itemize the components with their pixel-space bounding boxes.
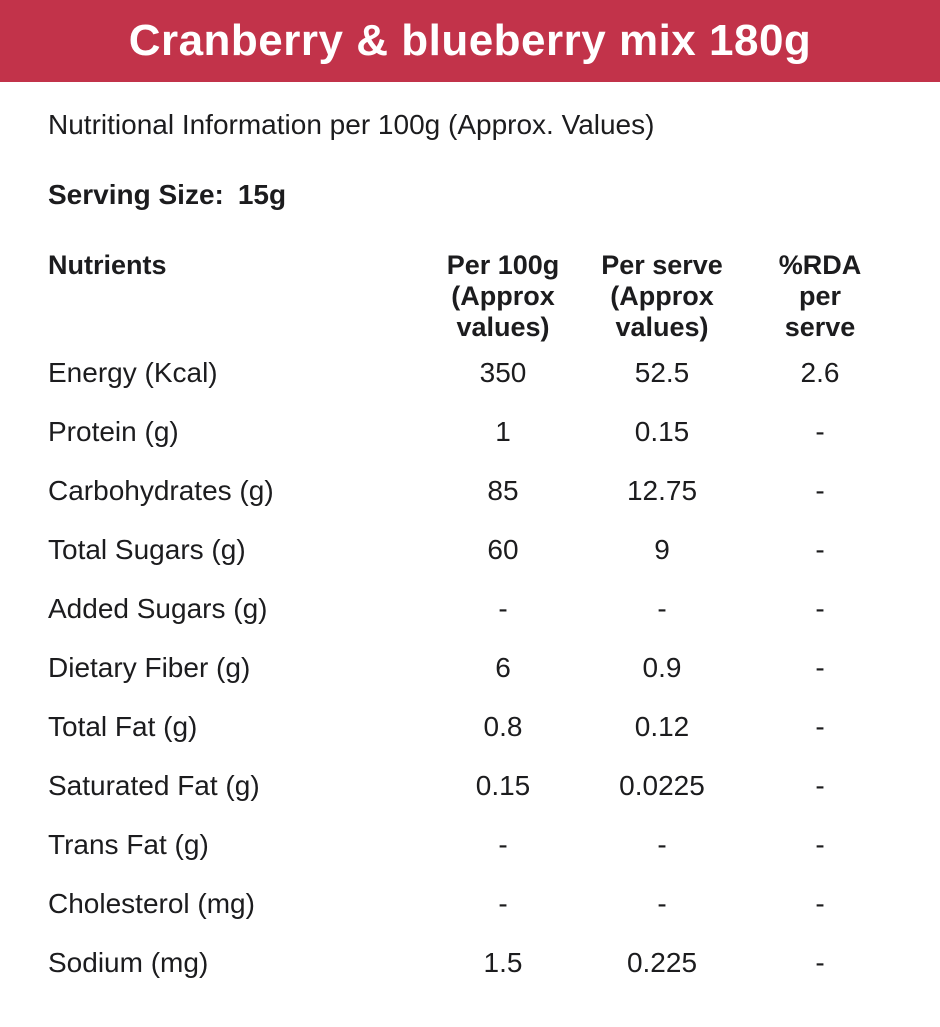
value-per-serve: 0.12 <box>634 710 690 742</box>
table-row: Sodium (mg) 1.5 0.225 - <box>48 933 904 992</box>
value-per-serve: 52.5 <box>634 356 690 388</box>
nutrient-name: Cholesterol (mg) <box>48 887 255 919</box>
nutrient-name: Dietary Fiber (g) <box>48 651 251 683</box>
value-rda-per-serve: - <box>815 592 825 624</box>
table-row: Added Sugars (g) - - - <box>48 579 904 638</box>
table-row: Carbohydrates (g) 85 12.75 - <box>48 461 904 520</box>
value-rda-per-serve: - <box>815 769 825 801</box>
product-title-banner: Cranberry & blueberry mix 180g <box>0 0 940 82</box>
value-per-100g: - <box>498 592 508 624</box>
serving-size-value: 15g <box>237 179 287 210</box>
value-per-serve: - <box>657 592 667 624</box>
value-per-100g: 0.15 <box>475 769 531 801</box>
table-row: Total Sugars (g) 60 9 - <box>48 520 904 579</box>
value-per-serve: 12.75 <box>626 474 698 506</box>
value-rda-per-serve: 2.6 <box>800 356 840 388</box>
value-per-100g: 350 <box>479 356 527 388</box>
serving-size-line: Serving Size: 15g <box>48 178 904 212</box>
serving-size-label: Serving Size: <box>48 179 224 210</box>
nutrient-name: Total Sugars (g) <box>48 533 246 565</box>
product-title: Cranberry & blueberry mix 180g <box>128 16 812 65</box>
value-rda-per-serve: - <box>815 710 825 742</box>
value-per-serve: 0.9 <box>642 651 682 683</box>
nutrient-name: Saturated Fat (g) <box>48 769 260 801</box>
value-per-serve: 0.225 <box>626 946 698 978</box>
nutrient-name: Added Sugars (g) <box>48 592 268 624</box>
table-row: Total Fat (g) 0.8 0.12 - <box>48 697 904 756</box>
value-per-100g: 60 <box>487 533 519 565</box>
table-row: Saturated Fat (g) 0.15 0.0225 - <box>48 756 904 815</box>
value-rda-per-serve: - <box>815 651 825 683</box>
nutrient-name: Total Fat (g) <box>48 710 198 742</box>
nutrition-label: Cranberry & blueberry mix 180g Nutrition… <box>0 0 940 992</box>
value-rda-per-serve: - <box>815 887 825 919</box>
nutrition-subtitle: Nutritional Information per 100g (Approx… <box>48 109 655 140</box>
value-per-100g: 1 <box>495 415 511 447</box>
column-header-per-serve: Per serve (Approx values) <box>601 250 723 342</box>
column-header-rda-per-serve: %RDA per serve <box>778 250 862 342</box>
nutrient-name: Protein (g) <box>48 415 179 447</box>
table-row: Dietary Fiber (g) 6 0.9 - <box>48 638 904 697</box>
value-per-100g: - <box>498 828 508 860</box>
column-header-per-100g: Per 100g (Approx values) <box>446 250 560 342</box>
value-rda-per-serve: - <box>815 474 825 506</box>
nutrient-name: Energy (Kcal) <box>48 356 218 388</box>
table-row: Cholesterol (mg) - - - <box>48 874 904 933</box>
table-row: Protein (g) 1 0.15 - <box>48 402 904 461</box>
value-rda-per-serve: - <box>815 828 825 860</box>
value-per-serve: 9 <box>654 533 670 565</box>
column-header-nutrients: Nutrients <box>48 250 167 280</box>
nutrient-name: Sodium (mg) <box>48 946 209 978</box>
nutrient-name: Carbohydrates (g) <box>48 474 274 506</box>
value-per-serve: - <box>657 828 667 860</box>
value-rda-per-serve: - <box>815 533 825 565</box>
value-rda-per-serve: - <box>815 946 825 978</box>
nutrient-name: Trans Fat (g) <box>48 828 209 860</box>
nutrition-content: Nutritional Information per 100g (Approx… <box>0 108 940 992</box>
value-per-serve: 0.15 <box>634 415 690 447</box>
value-per-serve: 0.0225 <box>619 769 705 801</box>
value-per-100g: 6 <box>495 651 511 683</box>
value-per-100g: - <box>498 887 508 919</box>
table-row: Trans Fat (g) - - - <box>48 815 904 874</box>
table-row: Energy (Kcal) 350 52.5 2.6 <box>48 343 904 402</box>
value-rda-per-serve: - <box>815 415 825 447</box>
value-per-100g: 0.8 <box>483 710 523 742</box>
value-per-100g: 1.5 <box>483 946 523 978</box>
table-header-row: Nutrients Per 100g (Approx values) Per s… <box>48 250 904 343</box>
value-per-100g: 85 <box>487 474 519 506</box>
nutrition-table: Nutrients Per 100g (Approx values) Per s… <box>48 250 904 992</box>
value-per-serve: - <box>657 887 667 919</box>
